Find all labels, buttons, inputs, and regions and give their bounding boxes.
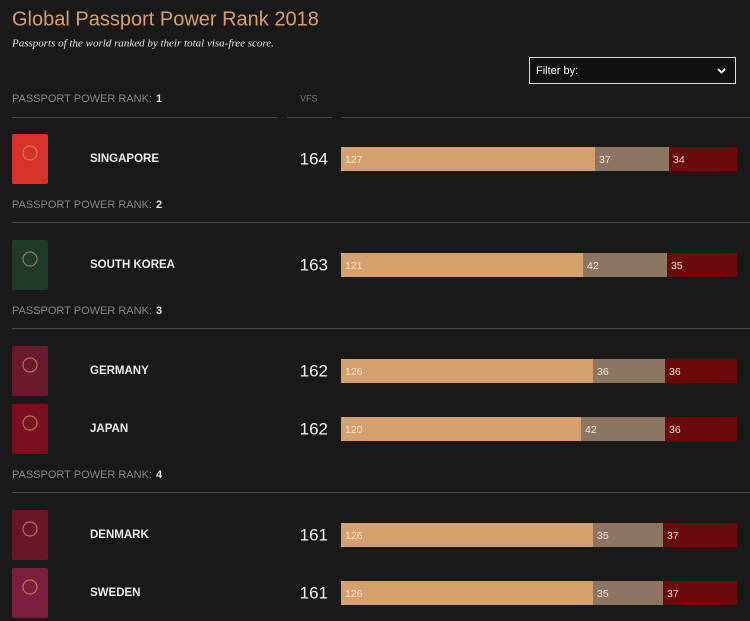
- bar-segment: [663, 581, 737, 605]
- bar-segment: [665, 417, 737, 441]
- rank-label: PASSPORT POWER RANK:: [12, 93, 152, 105]
- country-name: GERMANY: [90, 365, 149, 377]
- segment-label: 35: [597, 588, 609, 600]
- country-name: SOUTH KOREA: [90, 259, 175, 271]
- country-name: DENMARK: [90, 529, 149, 541]
- bar-segment: [593, 359, 665, 383]
- filter-box[interactable]: [529, 57, 736, 84]
- vfs-score: 162: [300, 361, 328, 380]
- rank-header: PASSPORT POWER RANK: 2: [12, 199, 162, 211]
- passport-emblem: [22, 251, 38, 267]
- bar-segment: [341, 359, 593, 383]
- bar-segment: [341, 417, 581, 441]
- rank-number: 1: [156, 93, 162, 105]
- segment-label: 35: [671, 260, 683, 272]
- bar-segment: [593, 523, 663, 547]
- passport-emblem: [22, 579, 38, 595]
- rank-label: PASSPORT POWER RANK:: [12, 199, 152, 211]
- filter-dropdown[interactable]: Filter by:: [529, 57, 736, 84]
- segment-label: 35: [597, 530, 609, 542]
- rank-number: 4: [156, 469, 163, 481]
- bar-segment: [341, 147, 595, 171]
- vfs-score: 161: [300, 525, 328, 544]
- passport-cover: [12, 404, 48, 454]
- passport-emblem: [22, 145, 38, 161]
- segment-label: 37: [599, 154, 611, 166]
- passport-emblem: [22, 521, 38, 537]
- passport-emblem: [22, 415, 38, 431]
- segment-label: 126: [345, 366, 363, 378]
- passport-cover: [12, 134, 48, 184]
- bar-segment: [341, 523, 593, 547]
- bar-segment: [341, 253, 583, 277]
- vfs-score: 163: [300, 255, 328, 274]
- segment-label: 126: [345, 588, 363, 600]
- bar-segment: [667, 253, 737, 277]
- rank-label: PASSPORT POWER RANK:: [12, 305, 152, 317]
- subtitle: Passports of the world ranked by their t…: [11, 38, 274, 50]
- bar-segment: [583, 253, 667, 277]
- passport-cover: [12, 510, 48, 560]
- bar-segment: [669, 147, 737, 171]
- passport-cover: [12, 568, 48, 618]
- passport-emblem: [22, 357, 38, 373]
- title: Global Passport Power Rank 2018: [12, 8, 319, 30]
- rank-header: PASSPORT POWER RANK: 4: [12, 469, 163, 481]
- passport-cover: [12, 346, 48, 396]
- segment-label: 36: [669, 366, 681, 378]
- bar-segment: [341, 581, 593, 605]
- segment-label: 36: [597, 366, 609, 378]
- vfs-score: 161: [300, 583, 328, 602]
- segment-label: 126: [345, 530, 363, 542]
- bar-segment: [581, 417, 665, 441]
- vfs-column-header: VFS: [300, 93, 318, 103]
- rank-header: PASSPORT POWER RANK: 3: [12, 305, 162, 317]
- segment-label: 120: [345, 424, 363, 436]
- country-name: SWEDEN: [90, 587, 140, 599]
- chevron[interactable]: [717, 68, 726, 74]
- segment-label: 37: [667, 588, 679, 600]
- segment-label: 42: [587, 260, 599, 272]
- segment-label: 121: [345, 260, 363, 272]
- segment-label: 36: [669, 424, 681, 436]
- rank-number: 3: [156, 305, 162, 317]
- segment-label: 34: [673, 154, 685, 166]
- rank-number: 2: [156, 199, 162, 211]
- bar-segment: [595, 147, 669, 171]
- segment-label: 42: [585, 424, 597, 436]
- filter-label[interactable]: Filter by:: [536, 65, 578, 77]
- segment-label: 37: [667, 530, 679, 542]
- bar-segment: [593, 581, 663, 605]
- passport-cover: [12, 240, 48, 290]
- bar-segment: [665, 359, 737, 383]
- vfs-score: 164: [300, 149, 328, 168]
- bar-segment: [663, 523, 737, 547]
- segment-label: 127: [345, 154, 363, 166]
- country-name: SINGAPORE: [90, 153, 159, 165]
- rank-label: PASSPORT POWER RANK:: [12, 469, 152, 481]
- rank-header: PASSPORT POWER RANK: 1: [12, 93, 162, 105]
- vfs-score: 162: [300, 419, 328, 438]
- country-name: JAPAN: [90, 423, 128, 435]
